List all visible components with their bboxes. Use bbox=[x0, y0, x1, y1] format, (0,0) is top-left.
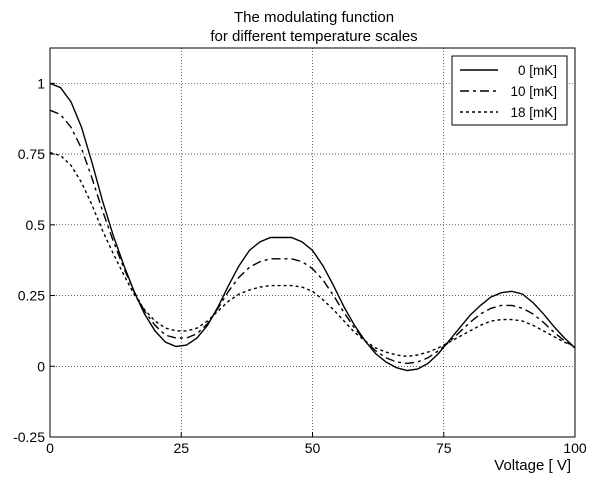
x-tick-label: 100 bbox=[563, 440, 587, 456]
y-tick-label: 1 bbox=[37, 75, 45, 91]
series-line-2 bbox=[49, 152, 576, 358]
grid bbox=[50, 48, 575, 437]
chart-title-line1: The modulating function bbox=[234, 9, 394, 26]
legend-box bbox=[451, 55, 568, 126]
y-tick-label: 0.5 bbox=[26, 217, 46, 233]
legend-label-0: 0 [mK] bbox=[518, 63, 557, 78]
legend-label-1: 10 [mK] bbox=[510, 84, 557, 99]
x-tick-label: 25 bbox=[173, 440, 189, 456]
legend-label-2: 18 [mK] bbox=[510, 105, 557, 120]
x-tick-label: 50 bbox=[305, 440, 321, 456]
x-axis-label: Voltage [ V] bbox=[494, 457, 571, 474]
chart-title-line2: for different temperature scales bbox=[210, 28, 417, 45]
y-tick-label: -0.25 bbox=[13, 429, 45, 445]
series-lines bbox=[49, 82, 576, 372]
y-tick-label: 0.25 bbox=[18, 288, 45, 304]
y-tick-label: 0.75 bbox=[18, 146, 45, 162]
y-tick-label: 0 bbox=[37, 358, 45, 374]
series-line-1 bbox=[49, 109, 576, 365]
x-tick-label: 0 bbox=[46, 440, 54, 456]
x-tick-label: 75 bbox=[436, 440, 452, 456]
legend: 0 [mK] 10 [mK] 18 [mK] bbox=[451, 55, 568, 126]
